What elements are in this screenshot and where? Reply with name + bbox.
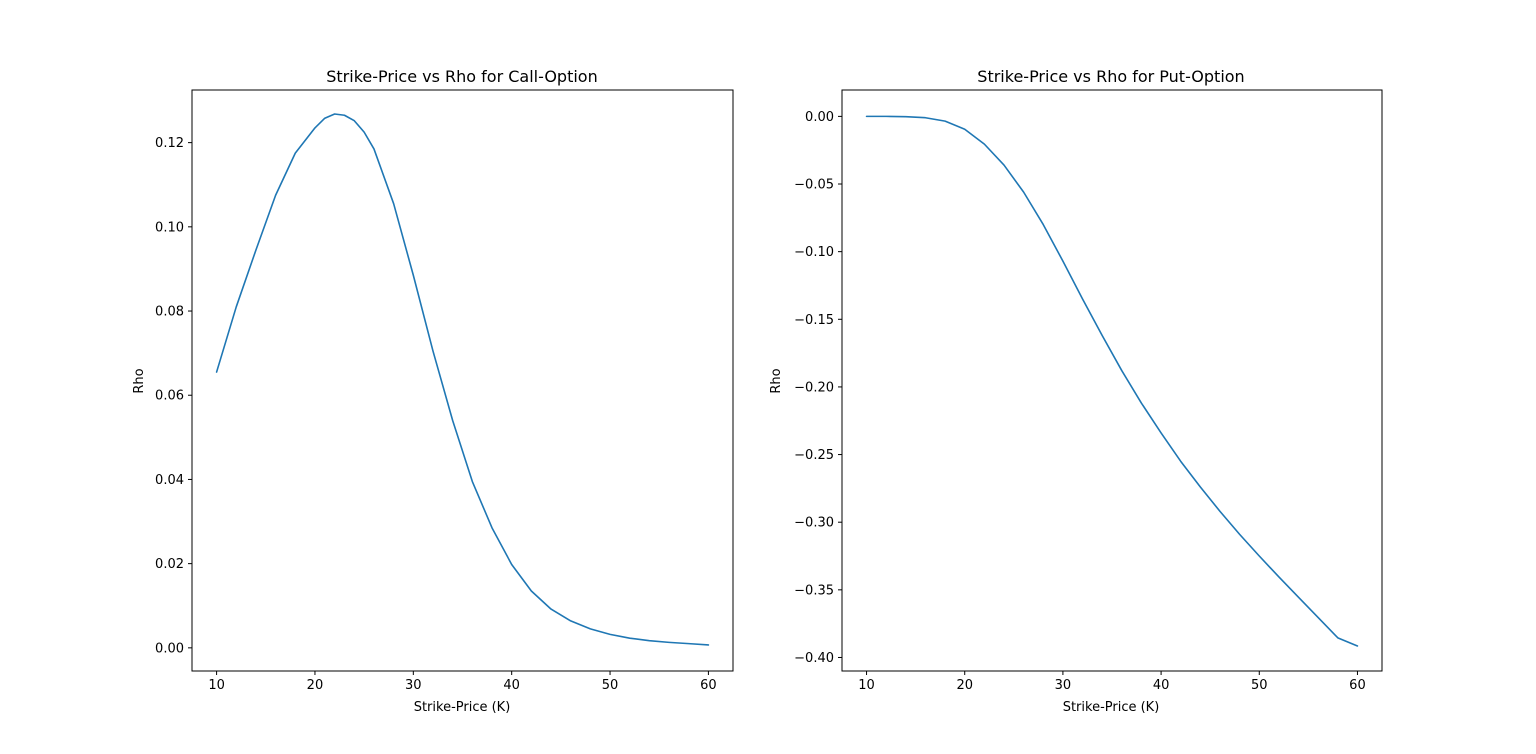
y-tick-label: −0.20 — [794, 380, 834, 395]
y-axis-label: Rho — [769, 368, 784, 393]
y-tick-label: −0.15 — [794, 313, 834, 328]
x-tick-label: 50 — [1251, 678, 1268, 693]
y-tick-label: 0.02 — [155, 557, 184, 572]
x-axis-label: Strike-Price (K) — [1063, 700, 1160, 715]
y-tick-label: 0.12 — [155, 136, 184, 151]
put-option-chart: Strike-Price vs Rho for Put-Option 10 20 3… — [769, 67, 1383, 715]
y-tick-label: 0.10 — [155, 220, 184, 235]
x-tick-label: 30 — [405, 678, 422, 693]
y-tick-label: 0.00 — [805, 110, 834, 125]
axes-frame — [841, 89, 1383, 672]
call-option-chart: Strike-Price vs Rho for Call-Option 10 20… — [132, 67, 734, 715]
x-tick-label: 60 — [700, 678, 717, 693]
y-tick-label: 0.06 — [155, 389, 184, 404]
chart-title: Strike-Price vs Rho for Call-Option — [326, 67, 597, 86]
y-tick-label: −0.05 — [794, 178, 834, 193]
x-tick-label: 10 — [208, 678, 225, 693]
y-axis-label: Rho — [132, 368, 147, 393]
plot-area: 10 20 30 40 50 60 0.00 0.02 0.04 0.06 0.08 0.10 0.12 — [155, 89, 734, 693]
chart-title: Strike-Price vs Rho for Put-Option — [977, 67, 1244, 86]
x-tick-label: 60 — [1349, 678, 1366, 693]
y-tick-label: 0.04 — [155, 473, 184, 488]
y-tick-label: 0.08 — [155, 305, 184, 320]
series-line — [215, 113, 710, 646]
x-tick-label: 20 — [307, 678, 324, 693]
y-tick-label: −0.10 — [794, 245, 834, 260]
axes-frame — [191, 89, 734, 672]
x-axis-label: Strike-Price (K) — [414, 700, 511, 715]
x-tick-label: 40 — [1153, 678, 1170, 693]
plot-area: 10 20 30 40 50 60 0.00 −0.05 −0.10 −0.15 −0.20 −0.2… — [794, 89, 1383, 693]
y-tick-label: −0.30 — [794, 516, 834, 531]
y-tick-label: −0.35 — [794, 583, 834, 598]
x-tick-label: 20 — [956, 678, 973, 693]
x-tick-label: 50 — [602, 678, 619, 693]
x-tick-label: 30 — [1055, 678, 1072, 693]
series-line — [865, 115, 1359, 647]
x-tick-label: 10 — [858, 678, 875, 693]
x-tick-label: 40 — [503, 678, 520, 693]
y-tick-label: −0.40 — [794, 651, 834, 666]
y-tick-label: 0.00 — [155, 641, 184, 656]
y-tick-label: −0.25 — [794, 448, 834, 463]
